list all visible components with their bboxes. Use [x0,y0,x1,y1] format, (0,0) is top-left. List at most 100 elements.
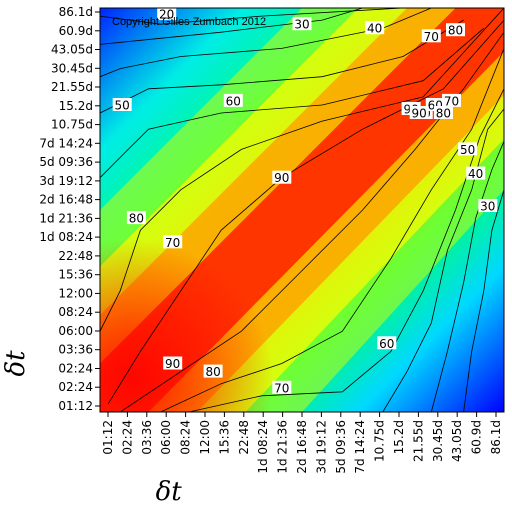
contour-label: 60 [377,336,397,351]
x-tick-label: 1d 08:24 [256,420,270,474]
contour-label-bg [157,7,177,21]
y-tick-label: 1d 08:24 [39,230,93,244]
x-tick-label: 15.2d [392,420,406,454]
y-tick-label: 5d 09:36 [39,155,93,169]
copyright-text: Copyright Gilles Zumbach 2012 [112,16,266,28]
contour-label-text: 50 [115,99,130,113]
y-tick-label: 60.9d [59,24,93,38]
contour-label-text: 70 [444,94,459,108]
contour-line [100,8,504,332]
contour-label: 30 [478,199,498,214]
x-tick-label: 30.45d [431,420,445,462]
contour-label-text: 90 [412,107,427,121]
contour-line [430,141,504,412]
x-tick-label: 02:24 [120,420,134,455]
x-tick-label: 7d 14:24 [353,420,367,474]
y-tick-label: 12:00 [58,286,93,300]
contour-label-text: 60 [379,337,394,351]
x-tick-label: 01:12 [101,420,115,455]
contour-label-bg [272,170,292,184]
contour-label-text: 40 [367,22,382,36]
contour-label-bg [446,23,465,37]
contour-label: 40 [365,21,385,36]
contour-label: 90 [163,356,183,371]
contour-label-bg [272,380,292,394]
y-tick-label: 15:36 [58,268,93,282]
contour-label: 70 [272,380,292,395]
y-tick-label: 1d 21:36 [39,211,93,225]
contour-label-text: 30 [480,200,495,214]
x-tick-label: 10.75d [373,420,387,462]
x-tick-label: 21.55d [411,420,425,462]
contour-label-text: 90 [165,357,180,371]
contour-label-bg [409,106,429,119]
y-tick-label: 30.45d [51,61,93,75]
contour-label-bg [377,336,397,350]
contour-label-text: 80 [205,365,220,379]
contour-label-bg [433,106,453,119]
contour-label: 50 [458,142,478,157]
contour-label-bg [365,21,385,35]
y-tick-label: 86.1d [59,5,93,19]
contour-label-text: 90 [274,171,289,185]
contour-label-text: 80 [129,212,144,226]
x-tick-label: 1d 21:36 [276,420,290,474]
contour-label: 90 [272,170,292,185]
contour-label-text: 20 [159,8,174,22]
contour-label: 80 [446,23,465,38]
contour-label-bg [458,142,478,156]
contour-label-bg [112,98,132,111]
x-tick-label: 2d 16:48 [295,420,309,474]
y-axis-title: δt [1,350,31,377]
contour-label: 70 [442,93,461,108]
y-tick-label: 01:12 [58,399,93,413]
contour-label: 70 [421,29,441,44]
y-tick-label: 2d 16:48 [39,193,93,207]
x-tick-label: 22:48 [237,420,251,455]
contour-line [160,48,504,412]
contour-label-bg [421,29,441,43]
contour-label: 40 [466,166,486,181]
x-tick-label: 3d 19:12 [314,420,328,474]
y-tick-label: 7d 14:24 [39,136,93,150]
x-tick-label: 86.1d [489,420,503,454]
heatmap-hotspot [100,8,504,412]
contour-label: 20 [157,7,177,22]
contour-line [107,19,504,405]
y-tick-label: 10.75d [51,118,93,132]
contour-label-bg [478,199,498,212]
y-tick-label: 08:24 [58,305,93,319]
y-tick-label: 22:48 [58,249,93,263]
contour-label-text: 40 [468,167,483,181]
contour-label-bg [163,235,183,249]
contour-label-text: 50 [460,143,475,157]
x-tick-label: 08:24 [179,420,193,455]
contour-label: 50 [112,98,132,113]
x-tick-label: 03:36 [140,420,154,455]
y-tick-label: 02:24 [58,362,93,376]
contour-label-text: 80 [448,24,463,38]
y-tick-label: 15.2d [59,99,93,113]
y-tick-label: 02:24 [58,380,93,394]
contour-label-bg [292,17,312,31]
x-tick-label: 15:36 [217,420,231,455]
contour-line [100,8,363,45]
x-tick-label: 12:00 [198,420,212,455]
x-axis-title: δt [156,477,183,507]
x-tick-label: 5d 09:36 [334,420,348,474]
contour-label-bg [203,364,223,378]
contour-label-bg [442,93,461,107]
y-tick-label: 03:36 [58,343,93,357]
contour-line [100,8,404,25]
contour-line [100,8,432,78]
y-tick-label: 21.55d [51,80,93,94]
contour-label-text: 80 [436,107,451,121]
contour-label-bg [466,166,486,180]
x-tick-label: 43.05d [450,420,464,462]
contour-label-text: 70 [274,381,289,395]
y-axis: 01:12 02:24 02:24 03:36 06:00 08:24 12:00 15:36… [39,5,100,413]
contour-label-text: 70 [424,30,439,44]
contour-label-text: 30 [294,18,309,32]
y-tick-label: 43.05d [51,43,93,57]
contour-label-bg [163,356,183,370]
